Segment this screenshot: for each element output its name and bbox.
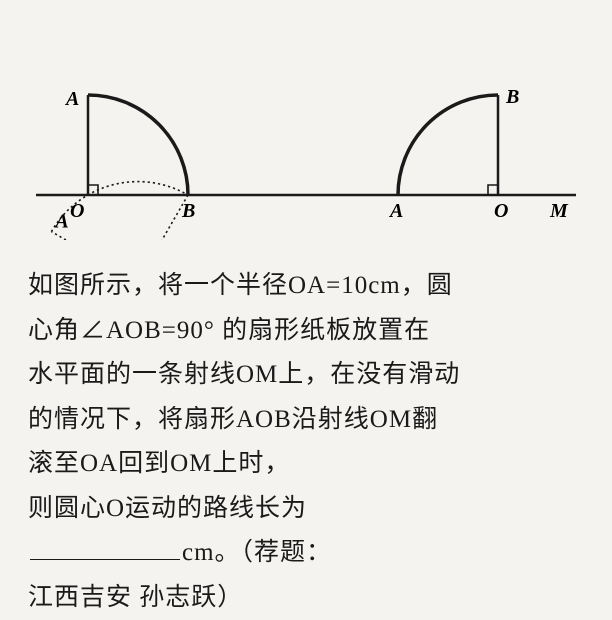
line-7-suffix: cm。（荐题： — [182, 539, 332, 566]
svg-text:M: M — [549, 200, 569, 222]
line-8: 江西吉安 孙志跃） — [28, 576, 584, 620]
line-5: 滚至OA回到OM上时， — [28, 442, 584, 487]
line-3: 水平面的一条射线OM上，在没有滑动 — [28, 353, 584, 398]
line-7: cm。（荐题： — [28, 531, 584, 576]
svg-text:A: A — [388, 200, 403, 222]
svg-text:B: B — [181, 200, 195, 222]
svg-text:O: O — [70, 200, 84, 222]
line-1: 如图所示，将一个半径OA=10cm，圆 — [28, 264, 584, 309]
line-6: 则圆心O运动的路线长为 — [28, 487, 584, 532]
problem-statement: 如图所示，将一个半径OA=10cm，圆 心角∠AOB=90° 的扇形纸板放置在 … — [28, 264, 584, 620]
svg-text:B: B — [505, 86, 519, 108]
svg-text:O: O — [494, 200, 508, 222]
svg-text:A: A — [53, 211, 68, 233]
answer-blank — [30, 533, 180, 561]
geometry-diagram: AOBAOBOAM — [28, 20, 584, 240]
line-2: 心角∠AOB=90° 的扇形纸板放置在 — [28, 309, 584, 354]
line-4: 的情况下，将扇形AOB沿射线OM翻 — [28, 398, 584, 443]
svg-text:A: A — [64, 88, 79, 110]
